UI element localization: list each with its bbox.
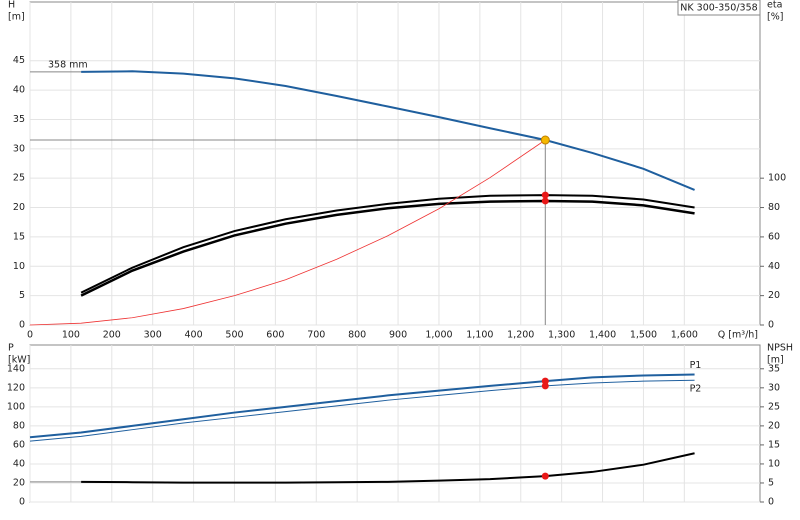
y-tick-label: 60 <box>13 439 25 450</box>
x-tick-label: 700 <box>307 330 325 341</box>
series-label: P2 <box>690 384 702 395</box>
y2-axis-title: [%] <box>767 12 783 23</box>
duty-dot <box>541 191 549 199</box>
duty-point <box>540 135 550 145</box>
y2-tick-label: 0 <box>768 320 774 331</box>
y-tick-label: 25 <box>13 173 25 184</box>
x-tick-label: 200 <box>103 330 121 341</box>
y2-tick-label: 100 <box>768 173 786 184</box>
x-tick-label: 500 <box>225 330 243 341</box>
x-tick-label: 1,200 <box>507 330 534 341</box>
curve <box>80 199 695 297</box>
y-axis-title: [kW] <box>8 355 30 366</box>
curve <box>29 379 695 442</box>
x-tick-label: 1,600 <box>671 330 698 341</box>
y-tick-label: 45 <box>13 55 25 66</box>
y-tick-label: 20 <box>13 202 25 213</box>
curve <box>29 373 695 439</box>
y2-tick-label: 15 <box>768 439 780 450</box>
y2-tick-label: 35 <box>768 363 780 374</box>
x-tick-label: 400 <box>185 330 203 341</box>
chart-title: NK 300-350/358 <box>680 3 757 14</box>
y2-axis-title: [m] <box>767 355 784 366</box>
y-tick-label: 80 <box>13 420 25 431</box>
y-tick-label: 35 <box>13 114 25 125</box>
title-box <box>677 0 761 16</box>
y-tick-label: 100 <box>7 401 25 412</box>
x-tick-label: 1,100 <box>466 330 493 341</box>
x-axis-title: Q [m³/h] <box>718 330 758 341</box>
y2-tick-label: 0 <box>768 497 774 508</box>
y2-tick-label: 10 <box>768 458 780 469</box>
y-tick-label: 15 <box>13 231 25 242</box>
x-tick-label: 100 <box>62 330 80 341</box>
duty-dot <box>541 472 549 480</box>
y2-tick-label: 20 <box>768 420 780 431</box>
plot-frame <box>29 1 761 326</box>
y2-tick-label: 5 <box>768 477 774 488</box>
y-tick-label: 5 <box>19 290 25 301</box>
x-tick-label: 0 <box>27 330 33 341</box>
y-tick-label: 40 <box>13 85 25 96</box>
series-label: P1 <box>690 360 702 371</box>
x-tick-label: 300 <box>144 330 162 341</box>
x-tick-label: 1,000 <box>425 330 452 341</box>
y-tick-label: 10 <box>13 261 25 272</box>
y-tick-label: 0 <box>19 497 25 508</box>
y-tick-label: 20 <box>13 477 25 488</box>
y2-tick-label: 20 <box>768 290 780 301</box>
series-label: 358 mm <box>48 59 88 70</box>
curve <box>81 70 695 191</box>
duty-dot <box>541 382 549 390</box>
y2-tick-label: 60 <box>768 231 780 242</box>
duty-dot <box>541 197 549 205</box>
curve <box>29 139 546 326</box>
y2-tick-label: 25 <box>768 401 780 412</box>
curve <box>80 194 695 294</box>
x-tick-label: 800 <box>348 330 366 341</box>
x-tick-label: 1,400 <box>589 330 616 341</box>
y2-tick-label: 40 <box>768 261 780 272</box>
y2-axis-title: eta <box>767 0 782 11</box>
x-tick-label: 900 <box>389 330 407 341</box>
y-tick-label: 40 <box>13 458 25 469</box>
y-axis-title: P <box>8 343 14 354</box>
y2-axis-title: NPSH <box>767 343 793 354</box>
y-tick-label: 140 <box>7 363 25 374</box>
x-tick-label: 600 <box>266 330 284 341</box>
y-tick-label: 120 <box>7 382 25 393</box>
y-tick-label: 0 <box>19 320 25 331</box>
x-tick-label: 1,500 <box>630 330 657 341</box>
y2-tick-label: 30 <box>768 382 780 393</box>
x-tick-label: 1,300 <box>548 330 575 341</box>
y-tick-label: 30 <box>13 143 25 154</box>
curve <box>81 452 695 484</box>
y-axis-title: [m] <box>8 12 25 23</box>
y-axis-title: H <box>8 0 15 11</box>
y2-tick-label: 80 <box>768 202 780 213</box>
